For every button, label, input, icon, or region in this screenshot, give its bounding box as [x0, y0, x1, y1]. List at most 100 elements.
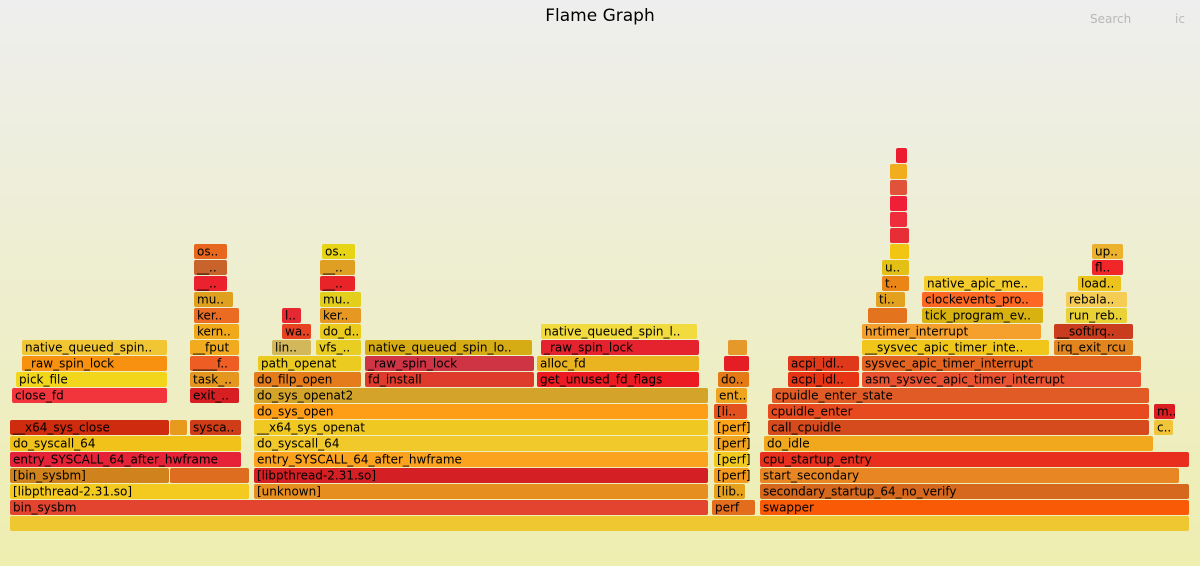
- frame-rect[interactable]: [541, 324, 697, 339]
- frame-unlabeled[interactable]: [10, 516, 1189, 531]
- frame-unlabeled[interactable]: [170, 468, 249, 483]
- frame-rect[interactable]: [254, 404, 708, 419]
- frame-rect[interactable]: [718, 372, 749, 387]
- frame-sysca[interactable]: sysca..: [190, 420, 241, 435]
- frame-li[interactable]: [li..: [714, 404, 747, 419]
- frame-[interactable]: __..: [320, 260, 355, 275]
- frame-rect[interactable]: [254, 420, 708, 435]
- frame-rect[interactable]: [862, 372, 1141, 387]
- frame-rect[interactable]: [254, 468, 708, 483]
- frame-mu[interactable]: mu..: [194, 292, 233, 307]
- frame-rect[interactable]: [862, 340, 1049, 355]
- frame-irq-exit-rcu[interactable]: irq_exit_rcu: [1054, 340, 1133, 355]
- frame-perf[interactable]: [perf]: [714, 420, 751, 435]
- frame-rect[interactable]: [716, 388, 747, 403]
- frame-rect[interactable]: [365, 372, 534, 387]
- frame-raw-spin-lock[interactable]: _raw_spin_lock: [365, 356, 534, 371]
- frame-ker[interactable]: ker..: [194, 308, 239, 323]
- frame-rect[interactable]: [254, 436, 708, 451]
- frame-pick-file[interactable]: pick_file: [16, 372, 167, 387]
- frame-unlabeled[interactable]: [890, 180, 907, 195]
- frame-rect[interactable]: [724, 356, 749, 371]
- frame-fd-install[interactable]: fd_install: [365, 372, 534, 387]
- frame-task[interactable]: task_..: [190, 372, 239, 387]
- frame-rect[interactable]: [254, 388, 708, 403]
- frame-asm-sysvec-apic-timer-interrupt[interactable]: asm_sysvec_apic_timer_interrupt: [862, 372, 1141, 387]
- frame-load[interactable]: load..: [1078, 276, 1121, 291]
- frame-rect[interactable]: [760, 484, 1189, 499]
- frame-perf[interactable]: [perf]: [714, 452, 751, 467]
- frame-unlabeled[interactable]: [728, 340, 747, 355]
- frame-rect[interactable]: [190, 388, 239, 403]
- frame-rect[interactable]: [10, 500, 708, 515]
- frame-cpuidle-enter-state[interactable]: cpuidle_enter_state: [772, 388, 1149, 403]
- frame-rect[interactable]: [890, 244, 909, 259]
- frame-rect[interactable]: [890, 228, 909, 243]
- frame-rect[interactable]: [714, 484, 745, 499]
- frame-do-sys-openat2[interactable]: do_sys_openat2: [254, 388, 708, 403]
- frame-close-fd[interactable]: close_fd: [12, 388, 167, 403]
- frame-rect[interactable]: [1078, 276, 1121, 291]
- frame-rect[interactable]: [922, 292, 1043, 307]
- frame-rect[interactable]: [322, 244, 355, 259]
- frame-rect[interactable]: [254, 452, 708, 467]
- frame-os[interactable]: os..: [322, 244, 355, 259]
- frame-rect[interactable]: [896, 148, 907, 163]
- frame-perf[interactable]: perf: [712, 500, 755, 515]
- frame-rect[interactable]: [22, 340, 167, 355]
- frame-start-secondary[interactable]: start_secondary: [760, 468, 1179, 483]
- frame-do-d[interactable]: do_d..: [320, 324, 361, 339]
- frame-rect[interactable]: [258, 356, 361, 371]
- frame-mu[interactable]: mu..: [320, 292, 361, 307]
- frame-unlabeled[interactable]: [890, 244, 909, 259]
- frame-ent[interactable]: ent..: [716, 388, 747, 403]
- frame-wa[interactable]: wa..: [282, 324, 311, 339]
- frame-rect[interactable]: [768, 404, 1149, 419]
- frame-rect[interactable]: [537, 372, 699, 387]
- frame-do[interactable]: do..: [718, 372, 749, 387]
- frame-rect[interactable]: [190, 340, 239, 355]
- frame-rect[interactable]: [712, 500, 755, 515]
- frame-rect[interactable]: [320, 276, 355, 291]
- frame-rect[interactable]: [10, 516, 1189, 531]
- ignore-case-toggle[interactable]: ic: [1175, 12, 1185, 26]
- frame-sysvec-apic-timer-inte[interactable]: __sysvec_apic_timer_inte..: [862, 340, 1049, 355]
- frame-rect[interactable]: [768, 420, 1149, 435]
- frame-rect[interactable]: [320, 292, 361, 307]
- frame-secondary-startup-64-no-verify[interactable]: secondary_startup_64_no_verify: [760, 484, 1189, 499]
- frame-up[interactable]: up..: [1092, 244, 1123, 259]
- frame-rect[interactable]: [190, 372, 239, 387]
- frame-softirq[interactable]: __softirq..: [1054, 324, 1133, 339]
- frame-rect[interactable]: [714, 452, 749, 467]
- frame-native-queued-spin-lo[interactable]: native_queued_spin_lo..: [365, 340, 532, 355]
- frame-rect[interactable]: [1092, 244, 1123, 259]
- frame-rect[interactable]: [890, 212, 907, 227]
- frame-rect[interactable]: [190, 420, 241, 435]
- frame-rect[interactable]: [1054, 340, 1133, 355]
- frame-rect[interactable]: [1154, 404, 1175, 419]
- frame-rect[interactable]: [537, 356, 699, 371]
- frame-sysvec-apic-timer-interrupt[interactable]: sysvec_apic_timer_interrupt: [862, 356, 1141, 371]
- frame-[interactable]: __..: [320, 276, 355, 291]
- frame-[interactable]: __..: [194, 276, 227, 291]
- frame-rect[interactable]: [194, 324, 239, 339]
- frame-rect[interactable]: [10, 484, 249, 499]
- frame-bin-sysbm[interactable]: [bin_sysbm]: [10, 468, 169, 483]
- frame-bin-sysbm[interactable]: bin_sysbm: [10, 500, 708, 515]
- frame-rect[interactable]: [890, 196, 907, 211]
- frame-rect[interactable]: [16, 372, 167, 387]
- frame-rect[interactable]: [882, 260, 909, 275]
- frame-call-cpuidle[interactable]: call_cpuidle: [768, 420, 1149, 435]
- frame-unlabeled[interactable]: [890, 228, 909, 243]
- frame-rect[interactable]: [316, 340, 361, 355]
- frame-tick-program-ev[interactable]: tick_program_ev..: [922, 308, 1043, 323]
- frame-rect[interactable]: [788, 372, 859, 387]
- frame-rect[interactable]: [170, 420, 187, 435]
- frame-native-apic-me[interactable]: native_apic_me..: [924, 276, 1043, 291]
- frame-cpuidle-enter[interactable]: cpuidle_enter: [768, 404, 1149, 419]
- frame-x64-sys-openat[interactable]: __x64_sys_openat: [254, 420, 708, 435]
- frame-kern[interactable]: kern..: [194, 324, 239, 339]
- frame-rect[interactable]: [282, 308, 301, 323]
- frame-rect[interactable]: [194, 292, 233, 307]
- frame-do-idle[interactable]: do_idle: [764, 436, 1153, 451]
